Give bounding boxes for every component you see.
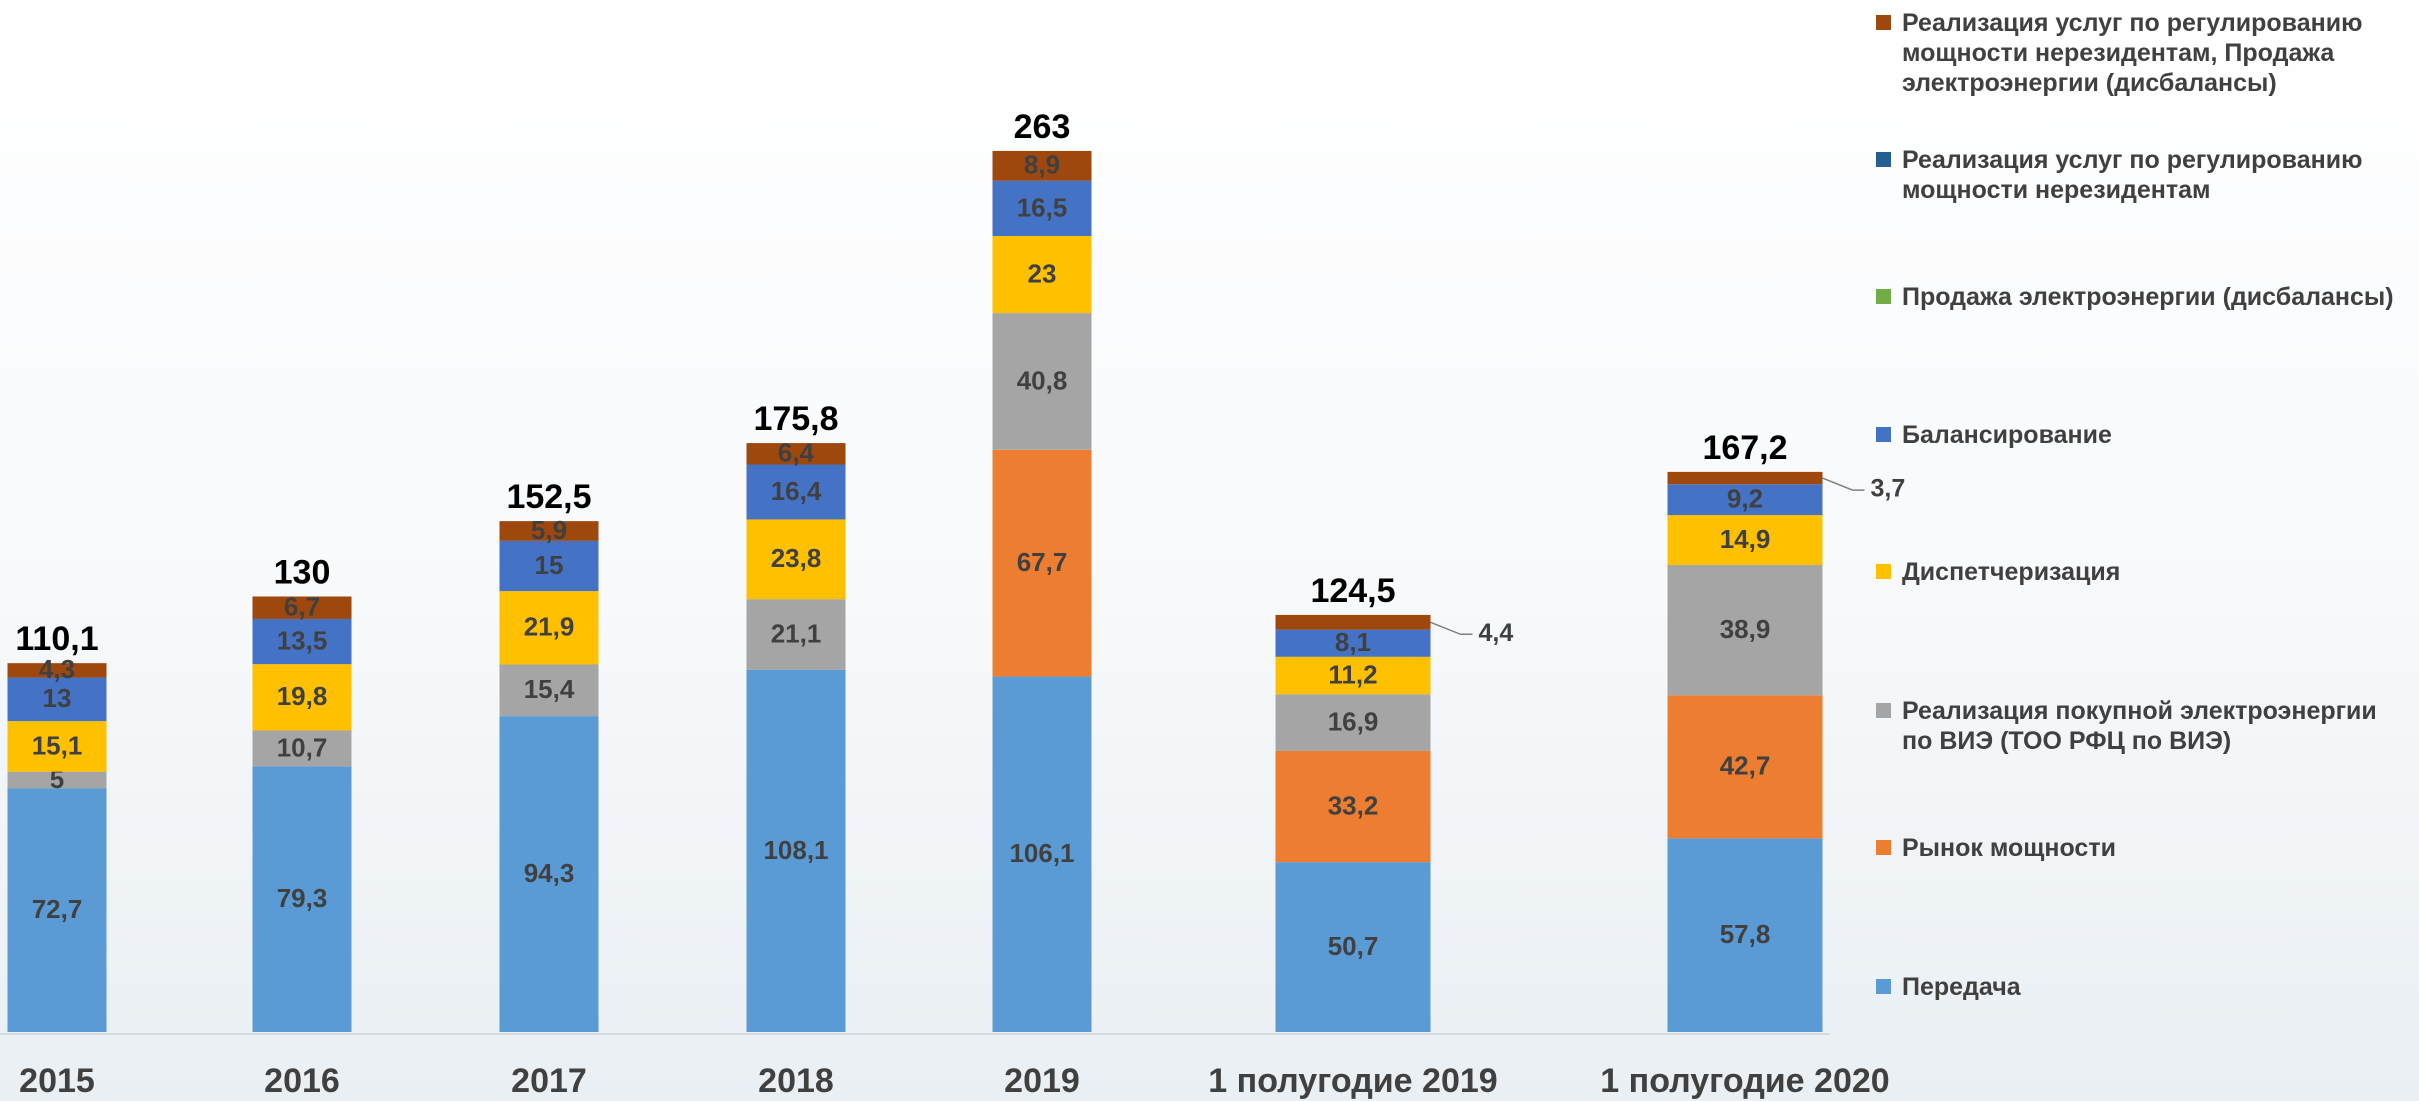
page: {"chart_data": {"type": "bar", "stacked"… [0,0,2419,1101]
legend-entry: Реализация покупной электроэнергии по ВИ… [1876,696,2406,756]
data-label: 15 [535,550,564,580]
legend-entry: Балансирование [1876,420,2406,450]
data-label: 23,8 [771,543,822,573]
data-label: 4,3 [39,654,75,684]
legend-label: Рынок мощности [1902,833,2116,863]
data-label: 94,3 [524,858,575,888]
x-tick-label: 2019 [1004,1062,1080,1100]
data-label: 42,7 [1720,751,1771,781]
data-label: 50,7 [1328,931,1379,961]
legend-swatch [1876,152,1891,167]
data-label: 108,1 [763,835,828,865]
data-label: 72,7 [32,894,83,924]
data-label: 6,7 [284,592,320,622]
bar-segment [1276,615,1431,630]
legend-entry: Диспетчеризация [1876,557,2406,587]
legend-label: Реализация услуг по регулированию мощнос… [1902,8,2406,98]
legend-entry: Передача [1876,972,2406,1002]
data-label: 3,7 [1871,475,1906,503]
data-label: 5,9 [531,515,567,545]
total-label: 130 [274,553,331,591]
total-label: 263 [1014,108,1071,146]
bar-segment [1668,472,1823,484]
data-label: 33,2 [1328,790,1379,820]
legend-label: Реализация покупной электроэнергии по ВИ… [1902,696,2406,756]
data-label: 11,2 [1328,659,1377,689]
x-tick-label: 1 полугодие 2020 [1600,1062,1889,1100]
legend-label: Передача [1902,972,2021,1002]
legend-swatch [1876,840,1891,855]
legend-entry: Реализация услуг по регулированию мощнос… [1876,145,2406,205]
legend-entry: Реализация услуг по регулированию мощнос… [1876,8,2406,98]
data-label: 57,8 [1720,919,1771,949]
legend-swatch [1876,979,1891,994]
legend-entry: Продажа электроэнергии (дисбалансы) [1876,282,2406,312]
data-label: 23 [1028,258,1057,288]
data-label: 106,1 [1009,838,1074,868]
data-label: 16,4 [771,476,822,506]
data-label: 40,8 [1017,365,1068,395]
data-label: 14,9 [1720,524,1771,554]
leader-line [1823,478,1865,490]
legend-label: Реализация услуг по регулированию мощнос… [1902,145,2406,205]
legend-swatch [1876,703,1891,718]
data-label: 38,9 [1720,614,1771,644]
data-label: 9,2 [1727,484,1763,514]
x-tick-label: 2015 [19,1062,95,1100]
data-label: 13,5 [277,625,328,655]
total-label: 110,1 [15,620,98,658]
legend-swatch [1876,564,1891,579]
data-label: 16,9 [1328,707,1379,737]
legend-swatch [1876,427,1891,442]
data-label: 10,7 [277,732,328,762]
leader-line [1431,622,1473,634]
legend-swatch [1876,289,1891,304]
data-label: 6,4 [778,438,815,468]
data-label: 21,1 [771,618,822,648]
data-label: 79,3 [277,883,328,913]
data-label: 67,7 [1017,547,1068,577]
legend-swatch [1876,15,1891,30]
data-label: 4,4 [1479,619,1514,647]
data-label: 13 [43,683,72,713]
legend-label: Балансирование [1902,420,2112,450]
data-label: 16,5 [1017,192,1068,222]
legend-entry: Рынок мощности [1876,833,2406,863]
x-tick-label: 2018 [758,1062,834,1100]
total-label: 167,2 [1702,429,1787,467]
legend-label: Продажа электроэнергии (дисбалансы) [1902,282,2394,312]
x-tick-label: 2017 [511,1062,587,1100]
data-label: 15,4 [524,674,575,704]
x-tick-label: 1 полугодие 2019 [1208,1062,1497,1100]
data-label: 8,1 [1335,627,1371,657]
total-label: 175,8 [753,400,838,438]
data-label: 8,9 [1024,150,1060,180]
x-tick-label: 2016 [264,1062,340,1100]
total-label: 152,5 [506,478,591,516]
data-label: 15,1 [32,730,83,760]
data-label: 21,9 [524,612,575,642]
total-label: 124,5 [1310,572,1395,610]
legend-label: Диспетчеризация [1902,557,2120,587]
data-label: 19,8 [277,681,328,711]
